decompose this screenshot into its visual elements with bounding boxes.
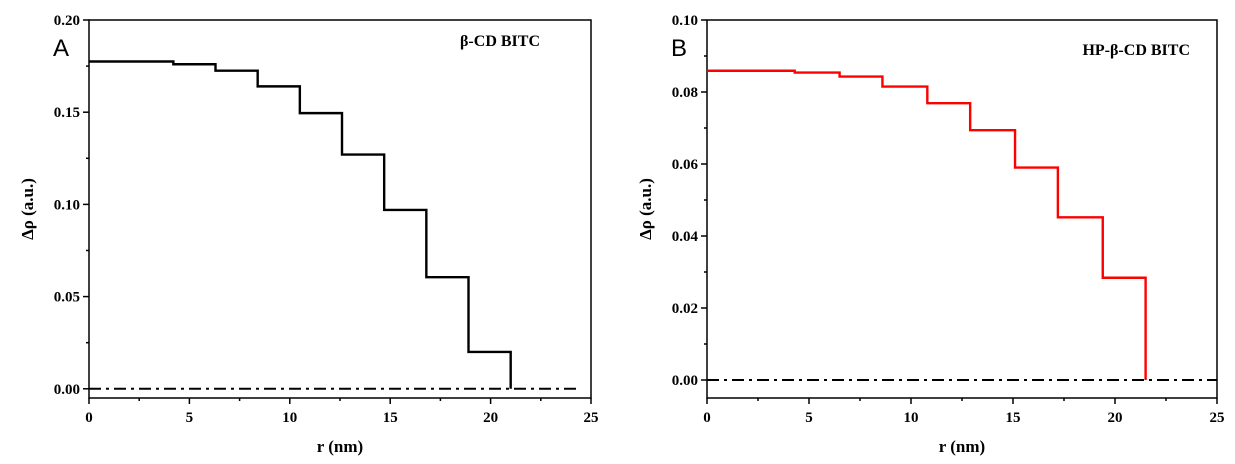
y-tick-label: 0.10 — [54, 197, 80, 213]
y-axis-title: Δρ (a.u.) — [18, 178, 37, 240]
y-tick-label: 0.06 — [672, 157, 699, 173]
chart-panel-a: 0 5 10 15 20 25 0.00 0.05 0.10 0.15 0.20 r (nm) Δρ (… — [18, 13, 599, 456]
y-tick-label: 0.04 — [672, 229, 699, 245]
x-tick-label: 5 — [186, 410, 194, 426]
y-tick-label: 0.20 — [54, 13, 80, 29]
y-tick-label: 0.08 — [672, 85, 698, 101]
y-axis-title: Δρ (a.u.) — [636, 178, 655, 240]
y-tick-label: 0.15 — [54, 105, 80, 121]
x-tick-label: 20 — [483, 410, 498, 426]
y-tick-label: 0.02 — [672, 301, 698, 317]
plot-frame — [706, 19, 1218, 399]
x-tick-label: 25 — [1210, 410, 1225, 426]
y-tick-label: 0.05 — [54, 290, 80, 306]
x-tick-label: 25 — [584, 410, 599, 426]
x-axis-title: r (nm) — [317, 437, 363, 456]
y-tick-label: 0.00 — [672, 373, 698, 389]
x-tick-label: 0 — [703, 410, 711, 426]
y-tick-label: 0.10 — [672, 13, 698, 29]
x-tick-label: 10 — [282, 410, 297, 426]
plot-frame — [88, 19, 592, 399]
legend-label: HP-β-CD BITC — [1082, 42, 1190, 59]
x-tick-label: 0 — [85, 410, 93, 426]
x-tick-label: 5 — [805, 410, 813, 426]
x-tick-label: 10 — [904, 410, 919, 426]
x-tick-label: 15 — [1006, 410, 1021, 426]
step-series-line — [89, 60, 512, 389]
panel-letter: B — [671, 35, 687, 62]
y-tick-label: 0.00 — [54, 382, 80, 398]
x-tick-label: 15 — [383, 410, 398, 426]
x-tick-label: 20 — [1108, 410, 1123, 426]
legend-label: β-CD BITC — [460, 33, 540, 50]
x-axis-title: r (nm) — [939, 437, 985, 456]
chart-panel-b: 0 5 10 15 20 25 0.00 0.02 0.04 0.06 0.08 0.10 r (nm)… — [636, 13, 1225, 456]
panel-letter: A — [53, 35, 69, 62]
step-series-line — [707, 69, 1147, 380]
